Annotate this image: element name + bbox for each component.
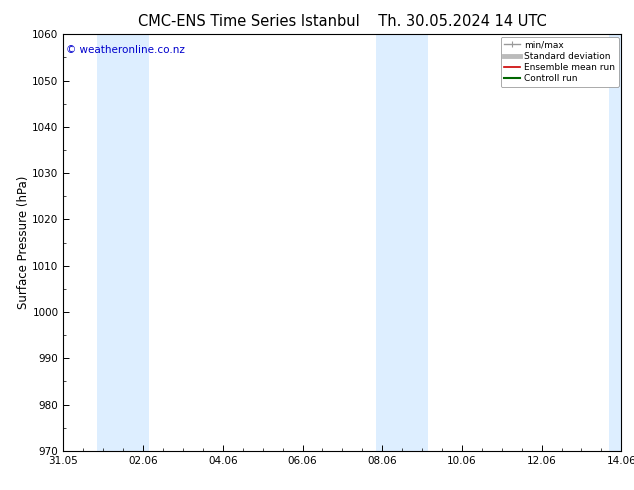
- Y-axis label: Surface Pressure (hPa): Surface Pressure (hPa): [16, 176, 30, 309]
- Bar: [376, 34, 428, 451]
- Legend: min/max, Standard deviation, Ensemble mean run, Controll run: min/max, Standard deviation, Ensemble me…: [500, 37, 619, 87]
- Bar: [609, 34, 621, 451]
- Bar: [97, 34, 149, 451]
- Title: CMC-ENS Time Series Istanbul    Th. 30.05.2024 14 UTC: CMC-ENS Time Series Istanbul Th. 30.05.2…: [138, 14, 547, 29]
- Text: © weatheronline.co.nz: © weatheronline.co.nz: [66, 45, 185, 55]
